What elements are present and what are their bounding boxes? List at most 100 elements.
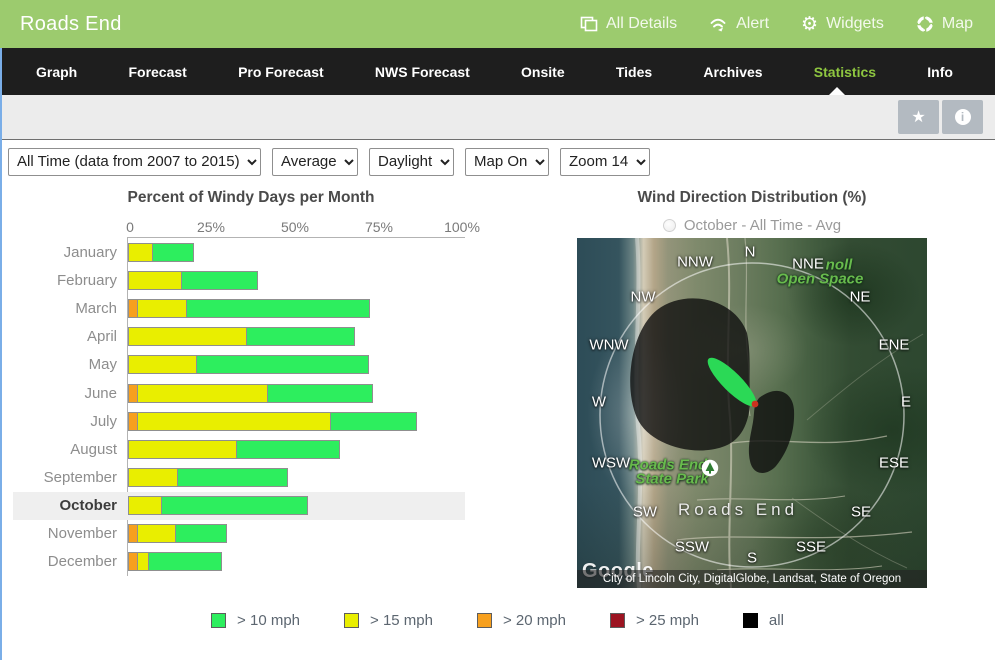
bar-segment-gt15 — [137, 384, 268, 403]
daypart-select[interactable]: Daylight — [369, 147, 454, 176]
tab-pro-forecast[interactable]: Pro Forecast — [238, 63, 324, 80]
legend-item: > 20 mph — [476, 611, 566, 629]
chart-row-july[interactable]: July — [13, 408, 465, 436]
compass-label-sw: SW — [632, 503, 658, 521]
chart-row-march[interactable]: March — [13, 295, 465, 323]
wind-rose-selector: October - All Time - Avg — [577, 215, 927, 235]
map-overlay — [599, 238, 924, 588]
tab-tides[interactable]: Tides — [615, 63, 653, 80]
info-icon: i — [954, 109, 971, 125]
favorite-button[interactable]: ★ — [898, 100, 939, 134]
widgets-button[interactable]: ⚙ Widgets — [801, 12, 884, 35]
legend-item: > 15 mph — [344, 612, 433, 629]
month-label: November — [47, 525, 117, 542]
aggregation-select[interactable]: Average — [272, 147, 358, 176]
compass-circle — [599, 262, 905, 568]
legend-swatch — [211, 612, 227, 628]
chart-row-february[interactable]: February — [13, 267, 465, 295]
month-label: December — [47, 553, 117, 570]
state-park-label-line1: Roads End — [628, 456, 708, 474]
stacked-bar — [128, 552, 222, 571]
chart-row-january[interactable]: January — [13, 239, 465, 267]
x-tick: 100% — [444, 219, 480, 235]
surf-line — [634, 238, 643, 588]
bar-segment-gt15 — [128, 440, 237, 459]
tab-nws-forecast[interactable]: NWS Forecast — [374, 63, 470, 80]
compass-label-nne: NNE — [792, 255, 824, 273]
wind-rose-radio[interactable] — [662, 218, 676, 232]
stacked-bar — [128, 384, 373, 403]
wind-rose-title: Wind Direction Distribution (%) — [637, 189, 867, 206]
month-label: January — [63, 244, 117, 261]
compass-label-ese: ESE — [878, 454, 910, 472]
chart-row-august[interactable]: August — [13, 436, 465, 464]
compass-label-nw: NW — [630, 288, 656, 306]
alert-button[interactable]: Alert — [709, 15, 769, 33]
tab-archives[interactable]: Archives — [703, 63, 763, 80]
compass-label-e: E — [900, 393, 912, 411]
chart-row-may[interactable]: May — [13, 351, 465, 379]
legend-swatch — [344, 612, 360, 628]
chart-legend: > 10 mph > 15 mph > 20 mph > 25 mph all — [0, 605, 995, 635]
all-details-button[interactable]: All Details — [580, 15, 677, 33]
time-range-select[interactable]: All Time (data from 2007 to 2015) — [8, 147, 261, 176]
app-header: Roads End All Details Alert ⚙ — [0, 0, 995, 48]
chart-axis-horizontal — [127, 237, 465, 238]
bar-segment-gt15 — [128, 327, 247, 346]
legend-label: > 20 mph — [502, 611, 566, 629]
tab-graph[interactable]: Graph — [36, 63, 78, 80]
chart-row-april[interactable]: April — [13, 323, 465, 351]
chart-row-september[interactable]: September — [13, 464, 465, 492]
legend-item: > 10 mph — [211, 612, 300, 629]
bar-segment-gt15 — [128, 468, 178, 487]
header-menu: All Details Alert ⚙ Widgets — [580, 12, 973, 35]
map-zoom-select[interactable]: Zoom 14 — [560, 147, 650, 176]
compass-label-ssw: SSW — [674, 538, 710, 556]
stacked-bar — [128, 524, 227, 543]
bar-segment-gt10 — [148, 552, 222, 571]
state-park-label-line2: State Park — [635, 470, 709, 488]
open-space-label-line2: Open Space — [776, 270, 864, 288]
month-label: February — [56, 272, 117, 289]
compass-label-n: N — [744, 243, 756, 261]
all-details-icon — [580, 16, 598, 32]
filter-bar: All Time (data from 2007 to 2015) Averag… — [0, 140, 995, 183]
station-dot — [751, 400, 759, 408]
compass-label-sse: SSE — [795, 538, 827, 556]
map-toolbar: ★ i — [0, 95, 995, 140]
wind-rose-petal-green — [707, 357, 757, 407]
tab-statistics[interactable]: Statistics — [813, 63, 877, 80]
legend-item: > 25 mph — [609, 612, 699, 629]
chart-title: Percent of Windy Days per Month — [127, 189, 375, 206]
bar-segment-gt10 — [161, 496, 308, 515]
map-attribution: City of Lincoln City, DigitalGlobe, Land… — [577, 570, 927, 588]
map-button[interactable]: Map — [915, 15, 973, 33]
compass-label-ene: ENE — [878, 336, 910, 354]
map-toggle-select[interactable]: Map On — [465, 147, 549, 176]
chart-row-october[interactable]: October — [13, 492, 465, 520]
stacked-bar — [128, 327, 355, 346]
x-tick: 25% — [196, 219, 226, 235]
chart-row-june[interactable]: June — [13, 380, 465, 408]
bar-segment-gt15 — [137, 412, 331, 431]
month-label: April — [86, 328, 117, 345]
month-label: October — [59, 497, 117, 514]
info-button[interactable]: i — [942, 100, 983, 134]
x-tick: 75% — [364, 219, 394, 235]
chart-rows: January February March April May June July Augu… — [0, 239, 502, 579]
chart-row-november[interactable]: November — [13, 520, 465, 548]
tab-info[interactable]: Info — [927, 63, 953, 80]
compass-label-w: W — [591, 393, 607, 411]
tab-forecast[interactable]: Forecast — [128, 63, 187, 80]
bar-segment-gt15 — [128, 271, 182, 290]
wind-rose-map[interactable]: noll Open Space Roads End State Park Roa… — [577, 238, 927, 588]
tab-onsite[interactable]: Onsite — [521, 63, 565, 80]
bar-segment-gt10 — [152, 243, 194, 262]
alert-icon — [709, 16, 728, 32]
x-tick: 50% — [280, 219, 310, 235]
month-label: May — [88, 356, 117, 373]
bar-segment-gt15 — [128, 355, 197, 374]
bar-segment-gt15 — [128, 243, 153, 262]
chart-row-december[interactable]: December — [13, 548, 465, 576]
bar-segment-gt10 — [181, 271, 258, 290]
